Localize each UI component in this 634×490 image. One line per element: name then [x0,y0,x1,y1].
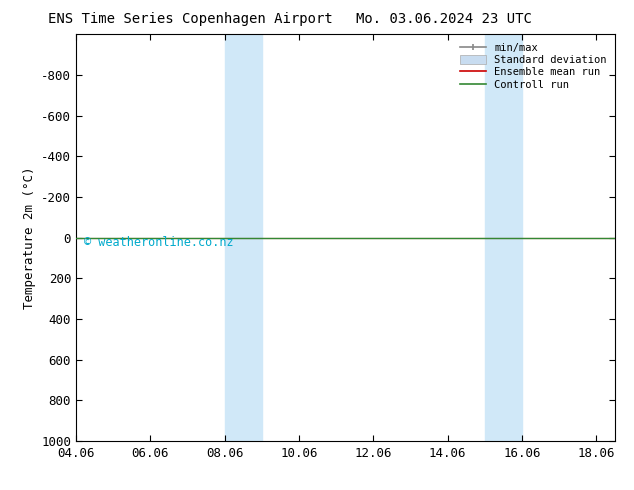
Bar [224,34,262,441]
Text: Mo. 03.06.2024 23 UTC: Mo. 03.06.2024 23 UTC [356,12,532,26]
Legend: min/max, Standard deviation, Ensemble mean run, Controll run: min/max, Standard deviation, Ensemble me… [456,40,610,93]
Text: © weatheronline.co.nz: © weatheronline.co.nz [84,236,234,248]
Y-axis label: Temperature 2m (°C): Temperature 2m (°C) [23,167,36,309]
Bar [485,34,522,441]
Text: ENS Time Series Copenhagen Airport: ENS Time Series Copenhagen Airport [48,12,333,26]
